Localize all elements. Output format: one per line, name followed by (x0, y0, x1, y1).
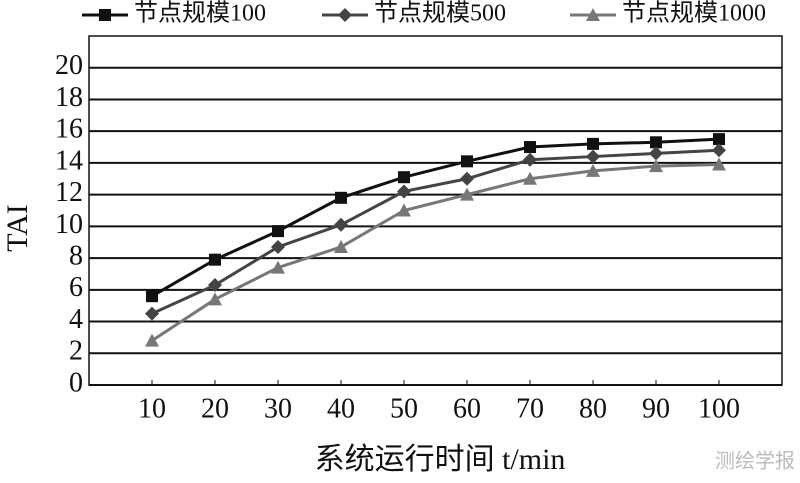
marker (523, 171, 537, 185)
x-tick-label: 40 (327, 393, 355, 424)
marker (712, 157, 726, 171)
marker (398, 171, 410, 184)
marker (649, 146, 663, 161)
y-tick-label: 20 (55, 50, 83, 81)
legend-label: 节点规模100 (134, 0, 266, 27)
marker (712, 143, 726, 158)
marker (208, 278, 222, 293)
y-tick-label: 0 (69, 367, 83, 398)
y-tick-label: 14 (55, 145, 83, 176)
plot-frame (88, 35, 783, 386)
marker (146, 290, 158, 303)
x-tick-label: 10 (138, 393, 166, 424)
marker (397, 203, 411, 217)
marker (586, 8, 600, 21)
marker (587, 137, 599, 150)
x-tick-label: 70 (516, 393, 544, 424)
legend-label: 节点规模500 (374, 0, 506, 27)
marker (272, 225, 284, 238)
marker (649, 159, 663, 173)
y-tick-label: 12 (55, 177, 83, 208)
y-axis-label: TAI (1, 204, 34, 252)
marker (586, 149, 600, 164)
x-tick-label: 90 (642, 393, 670, 424)
series-line (151, 148, 720, 315)
marker (145, 333, 159, 347)
marker (586, 163, 600, 177)
x-tick-label: 20 (201, 393, 229, 424)
marker (460, 187, 474, 201)
y-tick-label: 18 (55, 82, 83, 113)
marker (713, 133, 725, 146)
marker (335, 191, 347, 204)
x-tick-label: 30 (264, 393, 292, 424)
y-tick-label: 10 (55, 209, 83, 240)
marker (397, 184, 411, 199)
series-line (151, 137, 720, 298)
x-tick-label: 60 (453, 393, 481, 424)
y-tick-label: 4 (69, 304, 83, 335)
marker (523, 152, 537, 167)
marker (209, 253, 221, 266)
marker (208, 292, 222, 306)
y-tick-label: 8 (69, 241, 83, 272)
marker (650, 136, 662, 149)
y-tick-label: 6 (69, 272, 83, 303)
legend-label: 节点规模1000 (622, 0, 766, 27)
marker (524, 141, 536, 154)
marker (461, 155, 473, 168)
marker (334, 239, 348, 253)
x-tick-label: 80 (579, 393, 607, 424)
marker (338, 8, 352, 22)
marker (99, 9, 111, 21)
series-line (151, 162, 720, 342)
y-tick-label: 16 (55, 114, 83, 145)
marker (334, 217, 348, 232)
x-tick-label: 50 (390, 393, 418, 424)
y-tick-label: 2 (69, 336, 83, 367)
x-axis-label: 系统运行时间 t/min (315, 443, 566, 476)
x-tick-label: 100 (698, 393, 740, 424)
marker (145, 306, 159, 321)
marker (460, 171, 474, 186)
watermark: 测绘学报 (715, 449, 795, 473)
marker (271, 260, 285, 274)
marker (271, 239, 285, 254)
